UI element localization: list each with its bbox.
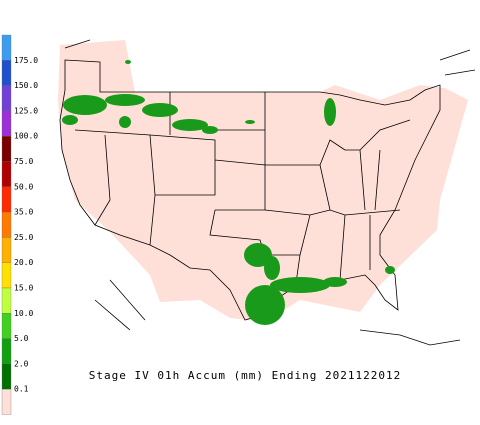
precipitation xyxy=(62,60,395,325)
legend-swatch xyxy=(1,60,12,86)
legend-swatch xyxy=(1,237,12,263)
legend-label: 2.0 xyxy=(14,359,29,368)
legend-swatch xyxy=(1,85,12,112)
legend-label: 75.0 xyxy=(14,157,33,166)
legend-label: 50.0 xyxy=(14,182,33,191)
legend-label: 20.0 xyxy=(14,258,33,267)
legend-swatch xyxy=(1,389,12,415)
legend-swatch xyxy=(1,287,12,314)
legend-swatch xyxy=(1,313,12,339)
legend: 175.0 150.0 125.0 100.0 75.0 50.0 35.0 25.0 20.0… xyxy=(1,34,38,415)
legend-label: 150.0 xyxy=(14,81,38,90)
legend-swatch xyxy=(1,34,12,61)
legend-label: 5.0 xyxy=(14,334,29,343)
us-outline xyxy=(59,59,441,321)
legend-swatch xyxy=(1,211,12,238)
caption: Stage IV 01h Accum (mm) Ending 202112201… xyxy=(89,369,402,382)
legend-label: 100.0 xyxy=(14,132,38,141)
legend-label: 15.0 xyxy=(14,284,33,293)
legend-swatch xyxy=(1,262,12,289)
legend-swatch xyxy=(1,186,12,213)
legend-label: 175.0 xyxy=(14,56,38,65)
legend-swatch xyxy=(1,363,12,390)
legend-label: 10.0 xyxy=(14,309,33,318)
legend-label: 125.0 xyxy=(14,106,38,115)
legend-label: 0.1 xyxy=(14,385,29,394)
legend-swatch xyxy=(1,338,12,365)
coast-lines xyxy=(64,39,476,346)
legend-swatch xyxy=(1,110,12,137)
map xyxy=(58,39,476,346)
legend-label: 25.0 xyxy=(14,233,33,242)
legend-swatch xyxy=(1,136,12,162)
legend-swatch xyxy=(1,161,12,187)
legend-label: 35.0 xyxy=(14,208,33,217)
